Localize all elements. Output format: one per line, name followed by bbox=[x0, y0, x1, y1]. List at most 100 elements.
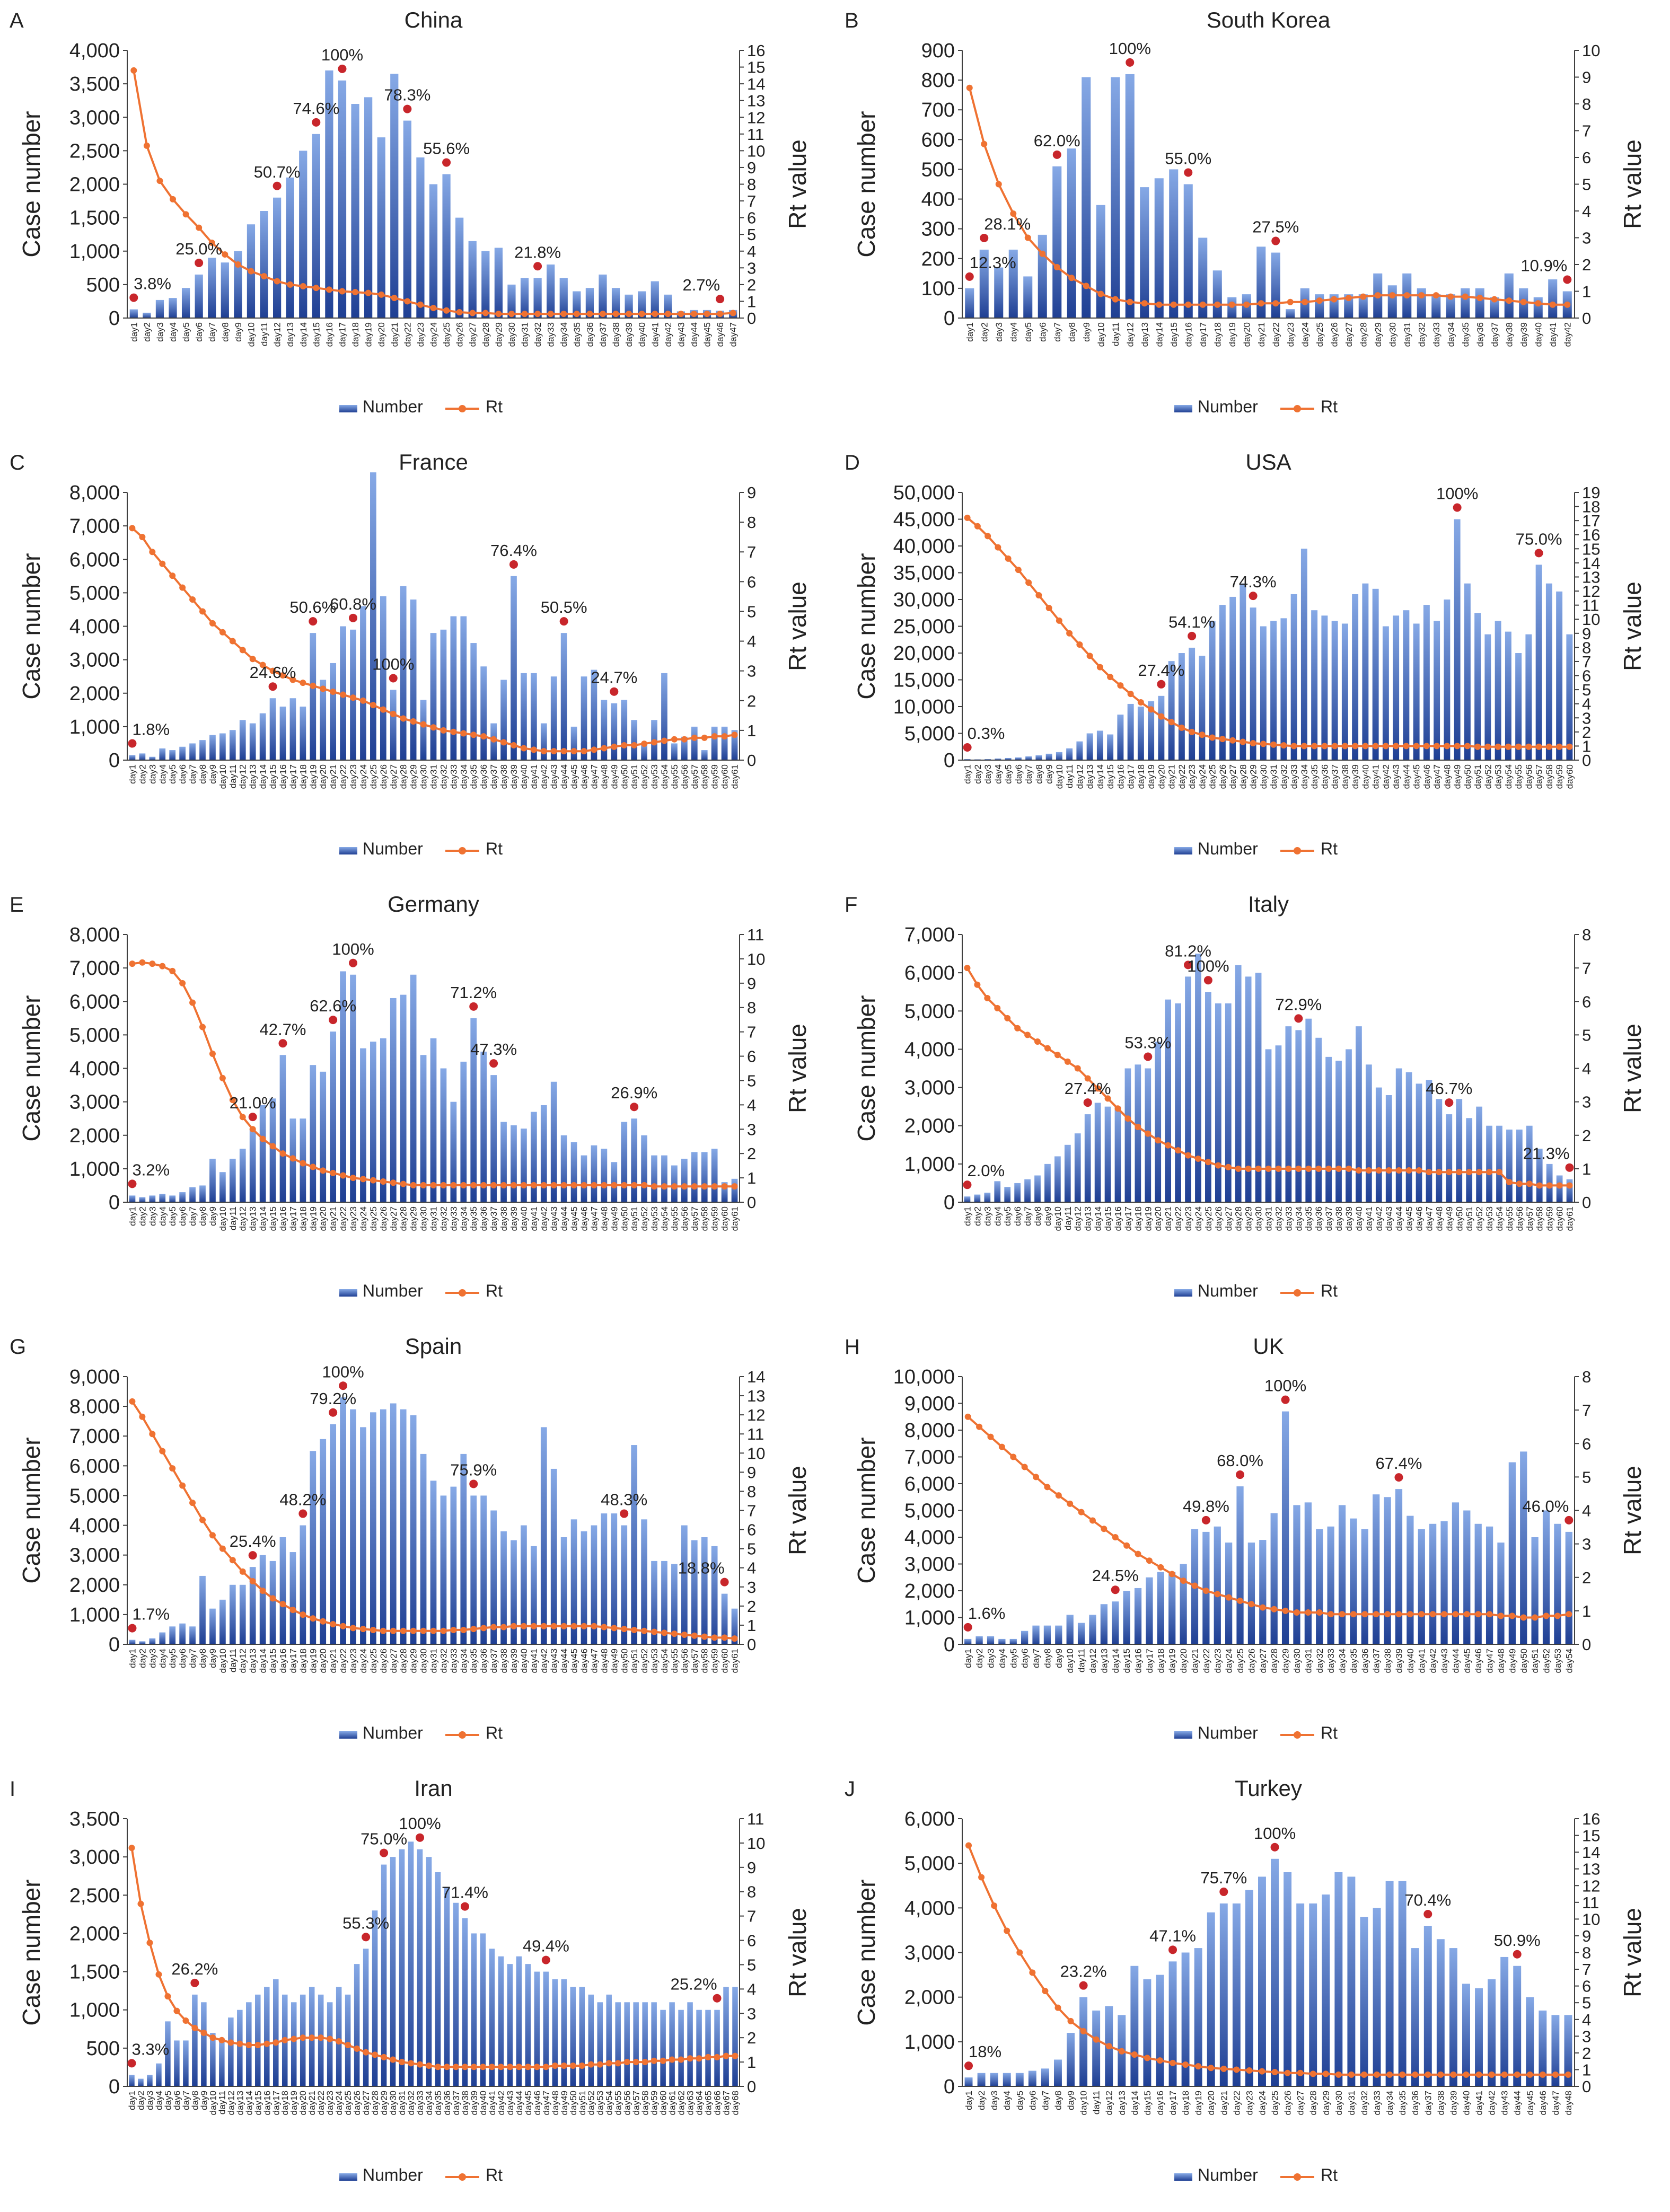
y2-tick-label: 10 bbox=[1582, 1910, 1600, 1928]
rt-point bbox=[259, 1588, 266, 1594]
bar bbox=[651, 2002, 657, 2086]
rt-point bbox=[711, 1183, 718, 1190]
bar bbox=[1321, 615, 1328, 760]
bar bbox=[1486, 1125, 1492, 1202]
rt-point bbox=[370, 702, 376, 709]
bar bbox=[460, 1453, 467, 1644]
legend-rt-label: Rt bbox=[486, 2165, 503, 2184]
rt-point bbox=[1456, 1169, 1463, 1176]
x-tick-label: day44 bbox=[559, 764, 569, 789]
y2-tick-label: 0 bbox=[1582, 2077, 1591, 2096]
rt-point bbox=[318, 2034, 324, 2041]
peak-marker bbox=[1079, 1981, 1088, 1990]
bar bbox=[691, 726, 698, 760]
y2-tick-label: 2 bbox=[1582, 255, 1591, 274]
peak-marker bbox=[713, 1994, 722, 2003]
peak-marker bbox=[1083, 1098, 1092, 1107]
rt-point bbox=[1463, 1611, 1470, 1618]
rt-point bbox=[1056, 617, 1062, 624]
rt-point bbox=[452, 2064, 459, 2070]
rt-point bbox=[995, 544, 1001, 551]
x-tick-label: day8 bbox=[1042, 1649, 1052, 1668]
y-tick-label: 45,000 bbox=[893, 509, 955, 531]
rt-point bbox=[1350, 1611, 1357, 1618]
rt-point bbox=[520, 745, 527, 752]
y2-tick-label: 3 bbox=[1582, 2027, 1591, 2046]
bar bbox=[1245, 1890, 1253, 2086]
bar bbox=[1100, 1604, 1108, 1644]
x-tick-label: day28 bbox=[370, 2091, 380, 2115]
x-tick-label: day27 bbox=[389, 764, 399, 789]
rt-point bbox=[1539, 2071, 1546, 2078]
peak-label: 47.1% bbox=[1149, 1926, 1196, 1945]
peak-label: 48.3% bbox=[601, 1491, 647, 1509]
x-tick-label: day37 bbox=[1372, 1649, 1382, 1673]
x-tick-label: day19 bbox=[1143, 1206, 1153, 1231]
x-tick-label: day6 bbox=[172, 2091, 182, 2110]
rt-point bbox=[1475, 2071, 1482, 2078]
x-tick-label: day35 bbox=[1461, 322, 1471, 347]
bar bbox=[310, 1451, 317, 1644]
x-tick-label: day44 bbox=[1513, 2091, 1523, 2115]
x-tick-label: day9 bbox=[1066, 2091, 1076, 2110]
rt-point bbox=[1235, 1165, 1242, 1172]
bar bbox=[279, 1055, 286, 1202]
peak-label: 74.6% bbox=[293, 99, 339, 118]
bar bbox=[286, 177, 294, 318]
bar bbox=[273, 1979, 279, 2086]
x-tick-label: day61 bbox=[730, 1206, 740, 1231]
x-tick-label: day32 bbox=[406, 2091, 416, 2115]
x-tick-label: day1 bbox=[127, 1649, 137, 1668]
bar bbox=[1270, 1513, 1278, 1644]
x-tick-label: day30 bbox=[1387, 322, 1397, 347]
peak-label: 26.2% bbox=[171, 1960, 218, 1978]
bar bbox=[1497, 1543, 1505, 1644]
y-axis-title: Case number bbox=[17, 553, 45, 699]
y-axis-title: Case number bbox=[17, 1437, 45, 1583]
x-tick-label: day24 bbox=[334, 2091, 344, 2115]
x-tick-label: day28 bbox=[399, 764, 409, 789]
x-tick-label: day10 bbox=[218, 1206, 228, 1231]
bar bbox=[149, 756, 156, 760]
x-tick-label: day27 bbox=[361, 2091, 371, 2115]
bar bbox=[1423, 1926, 1432, 2086]
rt-point bbox=[1131, 2051, 1138, 2058]
peak-label: 75.7% bbox=[1200, 1869, 1247, 1887]
bar bbox=[426, 1857, 432, 2086]
bar bbox=[1130, 1966, 1139, 2086]
bar bbox=[1014, 1183, 1021, 1202]
bar bbox=[498, 1956, 504, 2086]
y2-tick-label: 8 bbox=[1582, 638, 1591, 657]
x-tick-label: day40 bbox=[1461, 2091, 1471, 2115]
bar bbox=[507, 1964, 513, 2086]
chart-title: South Korea bbox=[1207, 7, 1331, 32]
bar bbox=[651, 281, 659, 318]
y-tick-label: 4,000 bbox=[904, 1897, 955, 1919]
x-tick-label: day42 bbox=[1562, 322, 1572, 347]
rt-point bbox=[966, 84, 973, 91]
y2-tick-label: 9 bbox=[747, 483, 756, 502]
x-tick-label: day58 bbox=[700, 1649, 710, 1673]
bar bbox=[588, 1994, 594, 2086]
x-tick-label: day16 bbox=[278, 1206, 288, 1231]
rt-point bbox=[1556, 1182, 1563, 1189]
x-tick-label: day15 bbox=[311, 322, 321, 347]
x-tick-label: day45 bbox=[569, 764, 579, 789]
peak-marker bbox=[312, 118, 321, 127]
x-tick-label: day11 bbox=[228, 764, 238, 788]
bar bbox=[480, 1051, 487, 1202]
bar bbox=[1044, 1164, 1051, 1202]
rt-point bbox=[289, 676, 296, 683]
rt-point bbox=[479, 2064, 486, 2070]
rt-point bbox=[1068, 275, 1075, 281]
rt-point bbox=[1195, 2063, 1202, 2070]
bar bbox=[289, 698, 296, 760]
bar bbox=[1008, 249, 1018, 318]
peak-label: 27.5% bbox=[1252, 218, 1299, 236]
legend-number-swatch bbox=[1174, 2173, 1192, 2181]
rt-point bbox=[1237, 1597, 1244, 1604]
x-tick-label: day31 bbox=[1303, 1649, 1313, 1673]
x-tick-label: day45 bbox=[1462, 1649, 1472, 1673]
bar bbox=[1025, 756, 1032, 760]
peak-marker bbox=[129, 293, 138, 302]
